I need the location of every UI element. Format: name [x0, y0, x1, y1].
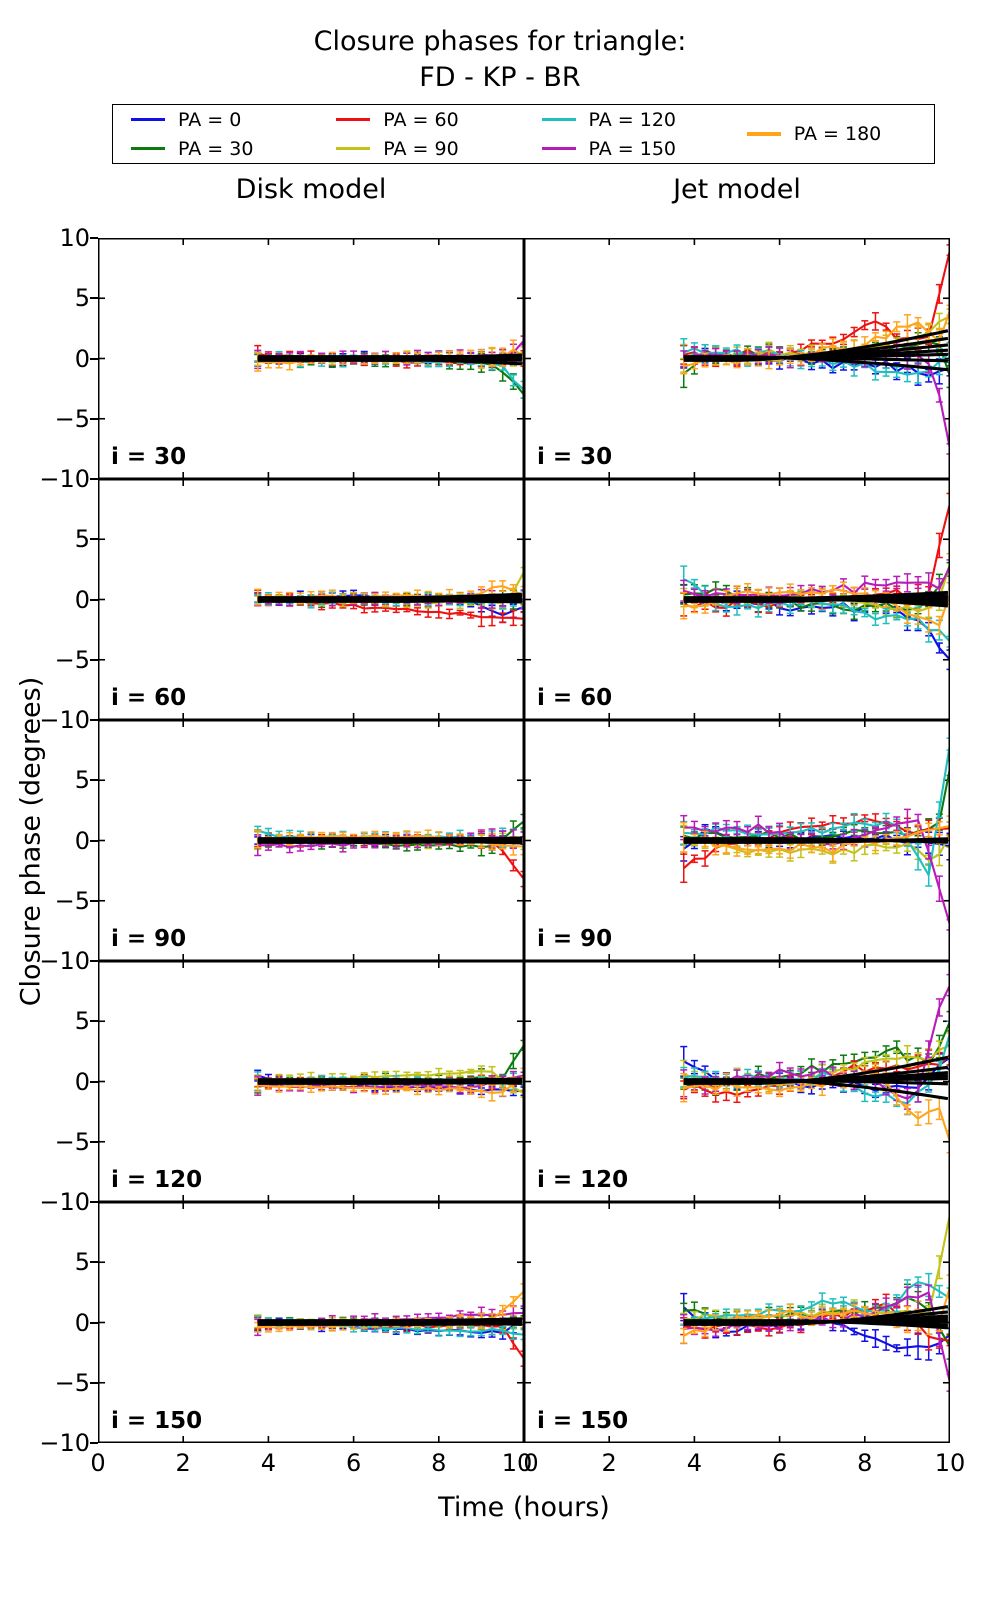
subplot-canvas: [98, 961, 524, 1202]
legend-label: PA = 60: [383, 108, 459, 131]
legend-line-swatch: [131, 146, 165, 151]
subplot-canvas: [98, 479, 524, 720]
series-line-pa: [683, 817, 950, 869]
legend-item: PA = 60: [336, 109, 523, 131]
model-fit-line: [683, 355, 949, 372]
column-title-jet: Jet model: [673, 174, 801, 205]
legend-item: PA = 0: [131, 109, 318, 131]
series-line-pa: [683, 565, 950, 598]
series-line-pa: [683, 568, 950, 612]
subplot-jet-i=30: i = 30: [524, 238, 950, 479]
legend-line-swatch: [746, 132, 781, 136]
series-line-pa: [683, 824, 950, 854]
subplot-jet-i=120: i = 120: [524, 961, 950, 1202]
subplot-canvas: [98, 720, 524, 961]
subplot-canvas: [524, 961, 950, 1202]
model-fit-line: [683, 596, 949, 608]
series-line-pa: [257, 1074, 524, 1094]
model-fit-line: [683, 1078, 949, 1101]
model-fit-line: [257, 354, 522, 359]
subplot-jet-i=90: i = 90: [524, 720, 950, 961]
legend-item: PA = 90: [336, 138, 523, 160]
legend-label: PA = 30: [178, 137, 254, 160]
legend-line-swatch: [541, 117, 576, 122]
x-axis-label: Time (hours): [438, 1492, 610, 1523]
series-line-pa: [683, 588, 950, 627]
model-fit-line: [257, 1078, 522, 1084]
legend-item: PA = 30: [131, 138, 318, 160]
inclination-label: i = 90: [537, 926, 613, 952]
subplot-disk-i=120: i = 120: [98, 961, 524, 1202]
subplot-canvas: [524, 720, 950, 961]
column-title-disk: Disk model: [235, 174, 387, 205]
model-fit-line: [683, 837, 948, 844]
legend-column: PA = 0 PA = 30: [113, 109, 318, 160]
subplot-canvas: [98, 1202, 524, 1443]
legend-item: PA = 150: [541, 137, 729, 160]
legend-item: PA = 120: [541, 108, 729, 131]
legend-column: PA = 60 PA = 90: [318, 109, 523, 160]
legend: PA = 0 PA = 30 PA = 60 PA = 90 PA = 120 PA = …: [112, 104, 935, 164]
legend-column: PA = 180: [729, 123, 934, 145]
legend-label: PA = 180: [793, 123, 882, 145]
inclination-label: i = 30: [111, 444, 187, 470]
legend-label: PA = 90: [383, 137, 459, 160]
subplots: i = 30 i = 30 i = 60 i = 60 i = 90 i = 90 i = …: [39, 226, 965, 1475]
subplot-canvas: [98, 238, 524, 479]
subplot-disk-i=60: i = 60: [98, 479, 524, 720]
legend-item: PA = 180: [746, 123, 934, 145]
legend-line-swatch: [336, 146, 371, 151]
subplot-disk-i=150: i = 150: [98, 1202, 524, 1443]
subplot-canvas: [524, 479, 950, 720]
chart-title-line2: FD - KP - BR: [419, 62, 581, 93]
inclination-label: i = 120: [111, 1167, 203, 1193]
inclination-label: i = 120: [537, 1167, 629, 1193]
legend-line-swatch: [131, 117, 165, 122]
legend-label: PA = 150: [588, 137, 677, 160]
inclination-label: i = 60: [111, 685, 187, 711]
legend-column: PA = 120 PA = 150: [524, 109, 729, 160]
model-fit-line: [257, 592, 522, 600]
legend-line-swatch: [541, 146, 576, 151]
chart-title-line1: Closure phases for triangle:: [313, 26, 687, 57]
legend-line-swatch: [336, 117, 371, 122]
inclination-label: i = 30: [537, 444, 613, 470]
legend-label: PA = 0: [178, 108, 242, 131]
subplot-disk-i=30: i = 30: [98, 238, 524, 479]
subplot-disk-i=90: i = 90: [98, 720, 524, 961]
series-line-pa: [257, 357, 524, 396]
subplot-jet-i=60: i = 60: [524, 479, 950, 720]
legend-label: PA = 120: [588, 108, 677, 131]
inclination-label: i = 90: [111, 926, 187, 952]
subplot-canvas: [524, 238, 950, 479]
inclination-label: i = 60: [537, 685, 613, 711]
